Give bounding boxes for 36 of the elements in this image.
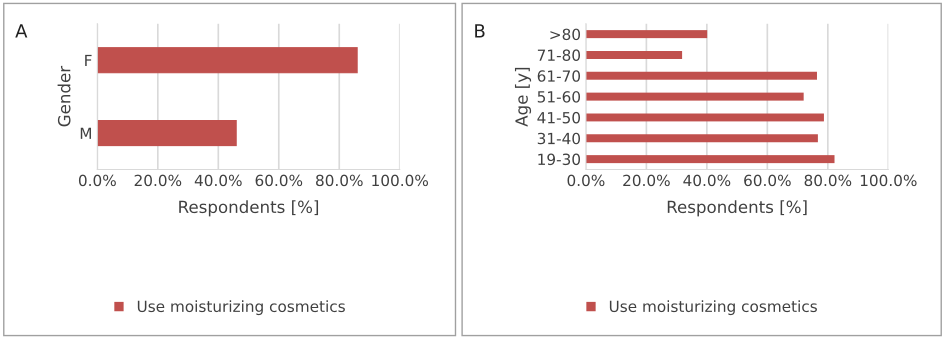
y-tick-label: 41-50 bbox=[537, 112, 580, 124]
text: B bbox=[475, 24, 485, 38]
x-tick-label: 60.0% bbox=[256, 174, 302, 186]
bar bbox=[586, 92, 804, 101]
bar bbox=[586, 134, 818, 142]
x-tick-label: 80.0% bbox=[804, 174, 852, 186]
y-tick-label: 71-80 bbox=[538, 49, 580, 61]
y-tick-label: M bbox=[80, 128, 91, 139]
x-tick-label: 60.0% bbox=[744, 174, 791, 186]
x-tick-label: 40.0% bbox=[194, 174, 242, 186]
x-tick-label: 20.0% bbox=[623, 174, 670, 186]
y-tick-label: F bbox=[85, 54, 92, 66]
legend-label: Use moisturizing cosmetics bbox=[610, 300, 817, 316]
bar bbox=[586, 72, 817, 80]
y-tick-label: 31-40 bbox=[538, 132, 580, 144]
x-axis-title: Respondents [%] bbox=[179, 200, 318, 216]
y-tick-label: >80 bbox=[550, 28, 580, 40]
x-tick-label: 0.0% bbox=[568, 174, 604, 186]
bar bbox=[586, 113, 824, 122]
legend-label: Use moisturizing cosmetics bbox=[138, 300, 345, 316]
x-tick-label: 20.0% bbox=[134, 174, 182, 186]
bar bbox=[586, 50, 682, 59]
x-tick-label: 40.0% bbox=[683, 174, 730, 186]
x-tick-label: 100.0% bbox=[372, 174, 428, 186]
bar bbox=[586, 155, 835, 164]
y-tick-label: 61-70 bbox=[538, 70, 580, 82]
x-tick-label: 100.0% bbox=[860, 174, 917, 186]
bar bbox=[586, 30, 708, 38]
y-tick-label: 19-30 bbox=[538, 154, 580, 166]
y-tick-label: 51-60 bbox=[538, 91, 580, 103]
x-tick-label: 0.0% bbox=[78, 174, 116, 186]
y-axis-title: Gender bbox=[58, 66, 71, 126]
y-axis-title: Age [y] bbox=[514, 68, 532, 127]
x-tick-label: 80.0% bbox=[316, 174, 363, 186]
x-axis-title: Respondents [%] bbox=[668, 200, 807, 216]
text: A bbox=[15, 24, 28, 38]
